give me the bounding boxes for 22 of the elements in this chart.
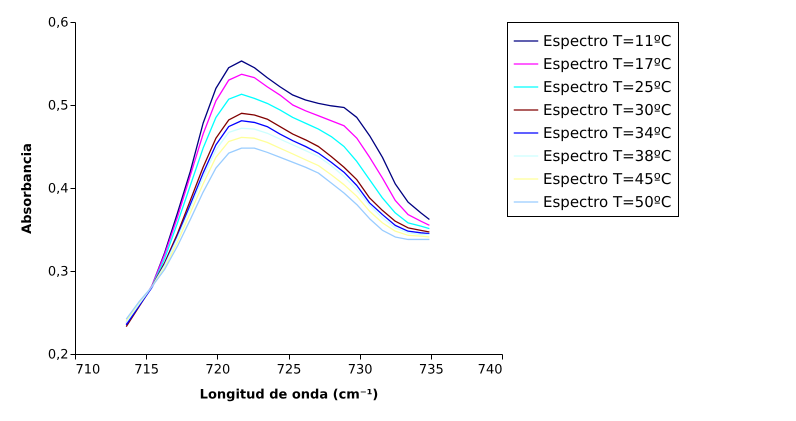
x-tick-label: 710 (76, 362, 100, 378)
legend-label: Espectro T=17ºC (543, 55, 672, 73)
x-tick-label: 715 (134, 362, 160, 378)
y-tick-label: 0,2 (48, 348, 68, 362)
legend-label: Espectro T=34ºC (543, 124, 672, 142)
y-tick-label: 0,5 (48, 98, 68, 114)
legend-label: Espectro T=25ºC (543, 78, 672, 96)
legend-label: Espectro T=11ºC (543, 32, 672, 50)
legend-label: Espectro T=30ºC (543, 101, 672, 119)
x-tick-label: 740 (478, 362, 502, 378)
y-tick-label: 0,4 (48, 182, 68, 196)
y-tick-label: 0,6 (48, 16, 68, 30)
x-tick-label: 730 (348, 362, 373, 378)
y-tick-label: 0,3 (48, 264, 68, 280)
legend-label: Espectro T=45ºC (543, 170, 672, 188)
x-tick-label: 725 (276, 362, 302, 378)
x-axis-title: Longitud de onda (cm⁻¹) (200, 388, 378, 402)
legend-label: Espectro T=50ºC (543, 193, 672, 211)
y-axis-title: Absorbancia (20, 143, 35, 234)
x-tick-label: 735 (418, 362, 444, 378)
x-tick-label: 720 (205, 362, 230, 378)
legend-label: Espectro T=38ºC (543, 147, 672, 165)
